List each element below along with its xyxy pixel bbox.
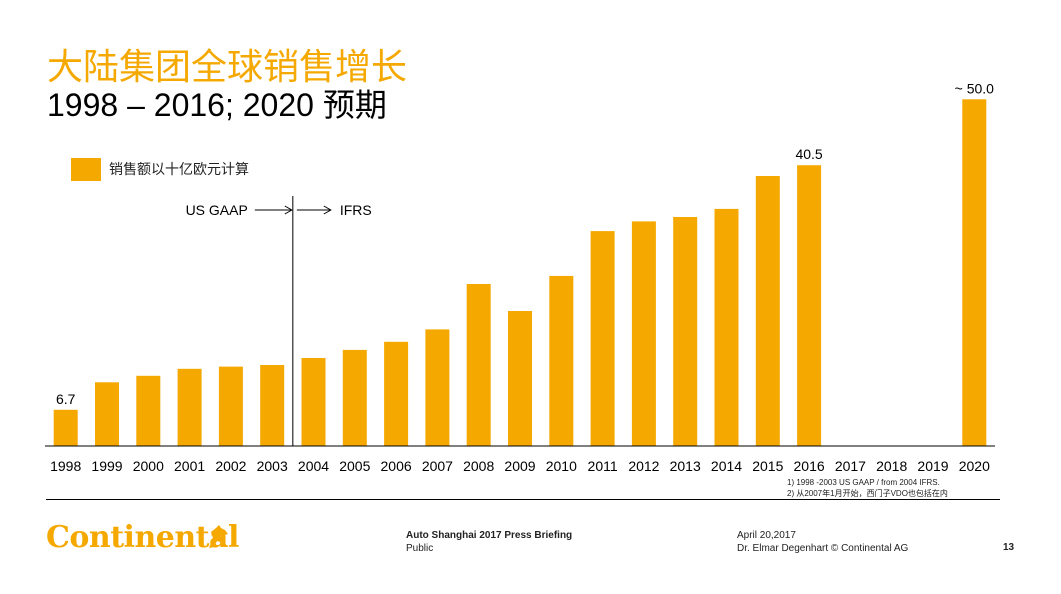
- x-tick-labels: 1998 1999 2000 2001 2002 2003 2004 2005 2006 2007…: [50, 458, 990, 474]
- x-tick-label-2015: 2015: [752, 458, 783, 474]
- x-tick-label-2004: 2004: [298, 458, 329, 474]
- bar-1998: [53, 409, 78, 446]
- bar-2013: [673, 217, 698, 446]
- bar-2011: [590, 231, 615, 446]
- horse-logo-icon: [209, 525, 228, 548]
- x-tick-label-1998: 1998: [50, 458, 81, 474]
- footnote-2: 2) 从2007年1月开始，西门子VDO也包括在内: [787, 489, 948, 498]
- page-number: 13: [1003, 542, 1015, 553]
- data-label-1998: 6.7: [56, 391, 76, 407]
- presentation-date: April 20,2017: [737, 530, 796, 541]
- data-label-2016: 40.5: [795, 146, 822, 162]
- bar-2008: [466, 284, 491, 446]
- x-tick-label-2016: 2016: [794, 458, 825, 474]
- arrow-head-icon: [323, 205, 332, 215]
- bar-2004: [301, 358, 326, 446]
- x-tick-label-2006: 2006: [381, 458, 412, 474]
- x-tick-label-2007: 2007: [422, 458, 453, 474]
- x-tick-label-2018: 2018: [876, 458, 907, 474]
- x-tick-label-2002: 2002: [215, 458, 246, 474]
- bar-2009: [508, 311, 532, 446]
- arrow-head-icon: [284, 205, 293, 215]
- x-tick-label-2017: 2017: [835, 458, 866, 474]
- x-tick-label-2001: 2001: [174, 458, 205, 474]
- x-tick-label-1999: 1999: [91, 458, 122, 474]
- x-tick-label-2008: 2008: [463, 458, 494, 474]
- legend-swatch: [71, 157, 101, 181]
- bar-2002: [218, 366, 243, 446]
- gaap-ifrs-annotation: US GAAP IFRS: [186, 196, 372, 446]
- bar-2005: [342, 349, 367, 446]
- slide-title: 大陆集团全球销售增长: [47, 46, 408, 87]
- bar-2007: [425, 329, 450, 446]
- us-gaap-label: US GAAP: [186, 202, 248, 218]
- x-tick-label-2000: 2000: [133, 458, 164, 474]
- x-tick-label-2014: 2014: [711, 458, 742, 474]
- presenter-credit: Dr. Elmar Degenhart © Continental AG: [737, 543, 909, 554]
- bar-1999: [95, 382, 119, 446]
- bars-group: [53, 99, 987, 447]
- slide-subtitle: 1998 – 2016; 2020 预期: [47, 87, 387, 123]
- bar-2006: [384, 341, 409, 446]
- x-tick-label-2013: 2013: [670, 458, 701, 474]
- x-tick-label-2012: 2012: [628, 458, 659, 474]
- bar-2012: [631, 221, 656, 446]
- x-tick-label-2009: 2009: [504, 458, 535, 474]
- bar-2010: [549, 275, 574, 446]
- bar-2001: [177, 368, 202, 446]
- x-tick-label-2019: 2019: [917, 458, 948, 474]
- data-label-2020: ~ 50.0: [955, 80, 995, 96]
- x-tick-label-2005: 2005: [339, 458, 370, 474]
- bar-2014: [714, 208, 739, 446]
- x-tick-label-2020: 2020: [959, 458, 990, 474]
- classification-label: Public: [406, 543, 434, 554]
- bar-2000: [136, 375, 161, 446]
- legend-label: 销售额以十亿欧元计算: [109, 161, 249, 177]
- bar-2003: [260, 365, 285, 446]
- footnote-1: 1) 1998 -2003 US GAAP / from 2004 IFRS.: [787, 478, 940, 487]
- footer-divider: [46, 499, 1000, 500]
- x-tick-label-2011: 2011: [588, 458, 618, 474]
- bar-2016: [797, 165, 822, 446]
- bar-2015: [755, 176, 780, 446]
- chart-legend: 销售额以十亿欧元计算: [71, 157, 249, 181]
- ifrs-label: IFRS: [340, 202, 372, 218]
- event-name: Auto Shanghai 2017 Press Briefing: [406, 530, 573, 541]
- x-tick-label-2003: 2003: [257, 458, 288, 474]
- x-tick-label-2010: 2010: [546, 458, 577, 474]
- sales-bar-chart: 1998 1999 2000 2001 2002 2003 2004 2005 2006 2007…: [45, 80, 995, 474]
- bar-2020: [962, 99, 987, 447]
- data-labels: 6.7 40.5 ~ 50.0: [56, 80, 995, 407]
- continental-logo: Continental: [46, 520, 239, 555]
